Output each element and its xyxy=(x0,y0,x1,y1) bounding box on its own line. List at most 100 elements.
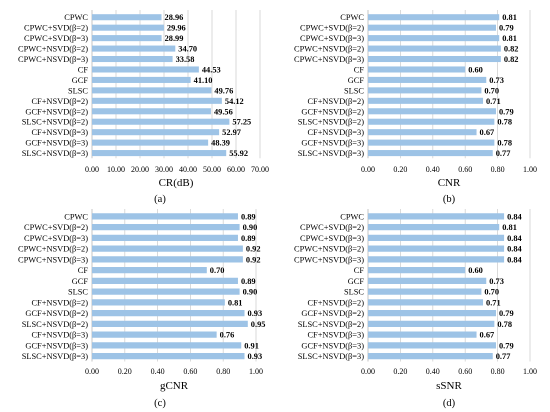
bar xyxy=(368,66,466,73)
category-label: GCF+NSVD(β=3) xyxy=(301,139,364,148)
category-label: CPWC+NSVD(β=3) xyxy=(18,55,88,64)
bar xyxy=(92,66,199,73)
data-label: 0.92 xyxy=(246,245,261,254)
category-label: GCF+NSVD(β=3) xyxy=(25,341,88,350)
bar xyxy=(368,267,466,274)
category-label: CPWC+SVD(β=2) xyxy=(24,223,88,232)
data-label: 55.92 xyxy=(229,149,248,158)
bar xyxy=(92,24,164,31)
data-label: 44.53 xyxy=(202,65,221,74)
data-label: 0.77 xyxy=(496,352,511,361)
bar xyxy=(368,35,500,42)
panel-label: (b) xyxy=(443,194,456,205)
category-label: CF+NSVD(β=2) xyxy=(307,298,364,307)
bar xyxy=(92,45,176,52)
x-axis-title: sSNR xyxy=(436,380,462,392)
bar xyxy=(92,150,227,157)
data-label: 0.93 xyxy=(248,352,263,361)
x-tick-label: 0.80 xyxy=(491,367,505,376)
x-tick-label: 0.80 xyxy=(216,367,230,376)
bar xyxy=(368,310,496,317)
data-label: 28.99 xyxy=(165,34,184,43)
x-axis-title: CR(dB) xyxy=(159,177,194,189)
data-label: 0.70 xyxy=(484,86,499,95)
bar xyxy=(368,45,501,52)
data-label: 0.81 xyxy=(502,223,517,232)
data-label: 0.73 xyxy=(489,277,504,286)
category-label: CF+NSVD(β=2) xyxy=(307,97,364,106)
bar xyxy=(368,245,505,252)
bar xyxy=(92,87,212,94)
data-label: 0.82 xyxy=(504,55,519,64)
x-tick-label: 0.00 xyxy=(85,165,99,174)
data-label: 49.56 xyxy=(214,107,233,116)
data-label: 33.58 xyxy=(176,55,195,64)
data-label: 0.82 xyxy=(504,45,519,54)
chart-panel-b: 0.00 0.20 0.40 0.60 0.80 1.00 CPWC 0.81 CPWC+SVD… xyxy=(294,10,537,205)
x-tick-label: 50.00 xyxy=(203,165,221,174)
data-label: 0.81 xyxy=(502,34,517,43)
category-label: GCF+NSVD(β=3) xyxy=(25,139,88,148)
bar xyxy=(92,320,248,327)
data-label: 0.84 xyxy=(507,255,522,264)
category-label: CF xyxy=(78,266,89,275)
data-label: 57.25 xyxy=(232,118,251,127)
category-label: CPWC+SVD(β=3) xyxy=(24,34,88,43)
bar xyxy=(368,353,493,360)
data-label: 0.71 xyxy=(486,97,501,106)
data-label: 0.67 xyxy=(480,128,495,137)
x-tick-label: 0.40 xyxy=(426,367,440,376)
data-label: 0.67 xyxy=(480,331,495,340)
data-label: 0.79 xyxy=(499,24,514,33)
x-tick-label: 0.00 xyxy=(361,367,375,376)
bar xyxy=(368,342,496,349)
x-axis-title: CNR xyxy=(438,177,461,189)
x-tick-label: 0.20 xyxy=(118,367,132,376)
data-label: 0.76 xyxy=(220,331,235,340)
category-label: CPWC+SVD(β=2) xyxy=(300,223,364,232)
category-label: GCF+NSVD(β=2) xyxy=(25,309,88,318)
bar xyxy=(92,97,222,104)
category-label: SLSC+NSVD(β=2) xyxy=(298,118,365,127)
category-label: CPWC xyxy=(340,13,364,22)
category-label: CPWC xyxy=(64,212,88,221)
data-label: 0.92 xyxy=(246,255,261,264)
bar xyxy=(92,331,217,338)
bar xyxy=(368,108,496,115)
bar xyxy=(92,245,243,252)
category-label: CPWC xyxy=(64,13,88,22)
x-tick-label: 30.00 xyxy=(155,165,173,174)
bar xyxy=(92,108,211,115)
category-label: SLSC+NSVD(β=3) xyxy=(298,149,365,158)
data-label: 0.81 xyxy=(502,13,517,22)
data-label: 0.77 xyxy=(496,149,511,158)
data-label: 0.89 xyxy=(241,234,256,243)
bar xyxy=(92,129,220,136)
category-label: CF+NSVD(β=2) xyxy=(31,97,88,106)
category-label: CF+NSVD(β=3) xyxy=(31,128,88,137)
data-label: 52.97 xyxy=(222,128,241,137)
bar xyxy=(92,277,238,284)
x-tick-label: 0.20 xyxy=(393,367,407,376)
x-tick-label: 0.60 xyxy=(458,367,472,376)
data-label: 0.89 xyxy=(241,277,256,286)
category-label: GCF+NSVD(β=2) xyxy=(301,107,364,116)
category-label: SLSC xyxy=(344,86,364,95)
x-tick-label: 1.00 xyxy=(249,367,263,376)
category-label: SLSC+NSVD(β=2) xyxy=(22,320,89,329)
category-label: CF+NSVD(β=3) xyxy=(307,128,364,137)
category-label: GCF+NSVD(β=2) xyxy=(25,107,88,116)
bar xyxy=(368,331,477,338)
bar xyxy=(368,213,505,220)
chart-panel-d: 0.00 0.20 0.40 0.60 0.80 1.00 CPWC 0.84 CPWC+SVD… xyxy=(294,209,537,409)
category-label: GCF xyxy=(348,277,365,286)
panel-label: (d) xyxy=(443,398,456,409)
bar xyxy=(92,299,225,306)
bar xyxy=(92,35,162,42)
bar xyxy=(368,24,496,31)
data-label: 28.96 xyxy=(165,13,184,22)
data-label: 0.71 xyxy=(486,298,501,307)
data-label: 0.78 xyxy=(497,320,512,329)
x-tick-label: 70.00 xyxy=(251,165,269,174)
